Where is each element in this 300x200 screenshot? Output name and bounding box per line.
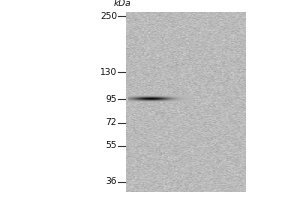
Text: kDa: kDa	[114, 0, 132, 8]
Text: 72: 72	[106, 118, 117, 127]
Text: 250: 250	[100, 12, 117, 21]
Text: 36: 36	[106, 177, 117, 186]
Text: 95: 95	[106, 95, 117, 104]
Text: 130: 130	[100, 68, 117, 77]
Text: 55: 55	[106, 141, 117, 150]
